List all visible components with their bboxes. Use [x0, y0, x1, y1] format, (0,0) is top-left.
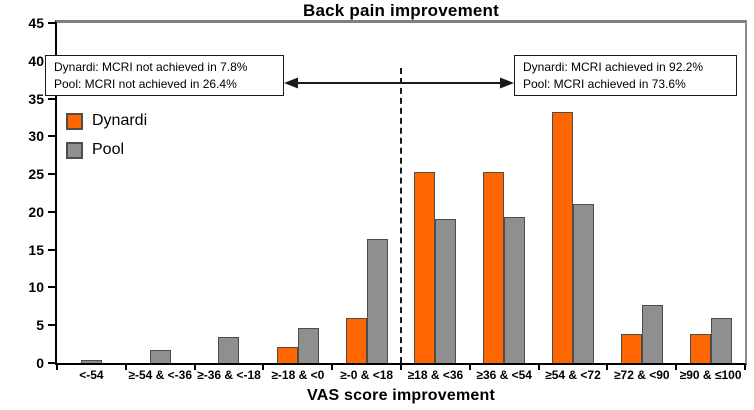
y-tick — [48, 286, 55, 289]
bar-pool — [710, 318, 732, 363]
x-label-cell: ≥90 & ≤100 — [676, 368, 745, 382]
x-label-cell: ≥54 & <72 — [539, 368, 608, 382]
legend: Dynardi Pool — [66, 112, 147, 170]
bar-dynardi — [345, 318, 367, 363]
bar-pool — [366, 239, 388, 363]
x-tick-label: ≥90 & ≤100 — [679, 368, 742, 382]
x-tick — [675, 365, 678, 370]
y-tick — [48, 135, 55, 138]
x-tick-label: ≥54 & <72 — [545, 368, 601, 382]
bar-pool — [297, 327, 319, 363]
double-arrow-icon — [284, 77, 514, 89]
x-label-cell: ≥72 & <90 — [607, 368, 676, 382]
x-tick — [124, 365, 127, 370]
legend-item-dynardi: Dynardi — [66, 112, 147, 130]
bar-groups — [57, 23, 745, 363]
x-axis-title: VAS score improvement — [307, 387, 495, 404]
x-tick — [744, 365, 746, 370]
bar-group — [57, 23, 126, 363]
x-tick-label: ≥36 & <54 — [476, 368, 532, 382]
y-tick-label: 10 — [28, 279, 44, 296]
bar-dynardi — [551, 112, 573, 363]
y-tick-label: 45 — [28, 15, 44, 31]
bar-group — [676, 23, 745, 363]
legend-label: Pool — [92, 141, 125, 158]
callout-line: Dynardi: MCRI not achieved in 7.8% — [54, 60, 248, 74]
x-tick-label: ≥-36 & <-18 — [197, 368, 261, 382]
x-tick-label: ≥-18 & <0 — [271, 368, 325, 382]
y-tick — [48, 173, 55, 176]
callout-line: Dynardi: MCRI achieved in 92.2% — [523, 60, 704, 74]
x-label-cell: ≥-18 & <0 — [263, 368, 332, 382]
x-label-cell: ≥18 & <36 — [401, 368, 470, 382]
bar-pool — [218, 337, 240, 363]
y-tick — [48, 97, 55, 100]
legend-item-pool: Pool — [66, 141, 147, 159]
y-tick — [48, 22, 55, 24]
bar-group — [401, 23, 470, 363]
x-label-cell: <-54 — [57, 368, 126, 382]
x-tick-label: <-54 — [79, 368, 104, 382]
bar-dynardi — [483, 171, 505, 363]
bar-pool — [504, 217, 526, 363]
x-tick — [193, 365, 196, 370]
bar-group — [126, 23, 195, 363]
x-tick-label: ≥72 & <90 — [613, 368, 670, 382]
y-tick-label: 0 — [36, 355, 44, 371]
bar-group — [607, 23, 676, 363]
legend-label: Dynardi — [92, 112, 148, 129]
bar-dynardi — [689, 333, 711, 363]
mcri-not-achieved-callout: Dynardi: MCRI not achieved in 7.8% Pool:… — [45, 55, 284, 96]
y-tick-label: 25 — [28, 166, 44, 183]
callout-line: Pool: MCRI not achieved in 26.4% — [54, 76, 237, 91]
x-label-cell: ≥36 & <54 — [470, 368, 539, 382]
x-tick-label: ≥18 & <36 — [407, 368, 464, 382]
x-label-cell: ≥-54 & <-36 — [126, 368, 195, 382]
bar-group — [263, 23, 332, 363]
mcri-achieved-callout: Dynardi: MCRI achieved in 92.2% Pool: MC… — [514, 55, 737, 96]
pool-swatch-icon — [66, 141, 83, 159]
bar-pool — [80, 360, 102, 363]
x-axis-labels: <-54 ≥-54 & <-36 ≥-36 & <-18 ≥-18 & <0 ≥-0 &… — [57, 368, 745, 382]
y-tick — [48, 324, 55, 327]
x-label-cell: ≥-0 & <18 — [332, 368, 401, 382]
x-tick — [400, 365, 402, 370]
y-tick-label: 20 — [28, 203, 44, 220]
bar-group — [195, 23, 264, 363]
x-label-cell: ≥-36 & <-18 — [195, 368, 264, 382]
bar-dynardi — [276, 347, 298, 363]
bar-pool — [641, 304, 663, 363]
y-tick — [48, 362, 55, 364]
y-tick — [48, 210, 55, 213]
bar-group — [539, 23, 608, 363]
dynardi-swatch-icon — [66, 112, 83, 130]
x-tick — [331, 365, 334, 370]
x-tick-label: ≥-0 & <18 — [340, 368, 394, 382]
bar-pool — [149, 350, 171, 363]
y-tick-label: 15 — [28, 241, 44, 258]
y-tick-label: 30 — [28, 128, 44, 145]
x-tick — [606, 365, 609, 370]
x-tick — [262, 365, 265, 370]
bar-dynardi — [414, 171, 436, 363]
y-tick — [48, 248, 55, 251]
x-tick — [537, 365, 540, 370]
bar-group — [332, 23, 401, 363]
x-tick — [56, 365, 58, 370]
bar-pool — [572, 204, 594, 363]
bar-pool — [435, 218, 457, 363]
x-tick-label: ≥-54 & <-36 — [128, 368, 192, 382]
mcri-threshold-dashed-line — [400, 68, 402, 363]
callout-line: Pool: MCRI achieved in 73.6% — [523, 76, 686, 91]
y-tick-label: 35 — [28, 90, 44, 107]
y-tick-label: 40 — [28, 52, 44, 69]
x-tick — [468, 365, 471, 370]
y-tick-label: 5 — [36, 317, 44, 334]
bar-dynardi — [620, 333, 642, 363]
bar-group — [470, 23, 539, 363]
chart-title: Back pain improvement — [303, 1, 499, 20]
